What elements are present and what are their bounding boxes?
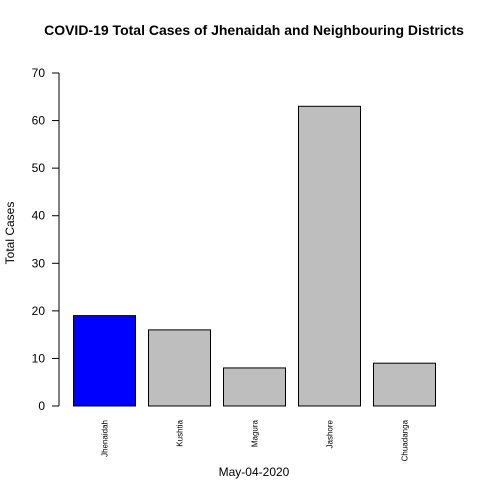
x-tick-label-magura: Magura: [251, 419, 260, 447]
y-tick-label: 0: [38, 399, 45, 413]
y-axis-label: Total Cases: [3, 202, 17, 265]
bar-magura: [224, 368, 286, 406]
x-tick-label-kushtia: Kushtia: [176, 419, 185, 446]
bar-jashore: [299, 106, 361, 406]
y-axis: 0 10 20 30 40 50 60 70: [32, 66, 59, 413]
y-tick-label: 50: [32, 161, 46, 175]
bar-chuadanga: [374, 363, 436, 406]
x-tick-label-chuadanga: Chuadanga: [401, 419, 410, 461]
y-tick-label: 60: [32, 114, 46, 128]
x-tick-labels: Jhenaidah Kushtia Magura Jashore Chuadanga: [101, 419, 410, 461]
x-tick-label-jhenaidah: Jhenaidah: [101, 420, 110, 457]
y-tick-label: 70: [32, 66, 46, 80]
y-tick-label: 40: [32, 209, 46, 223]
bar-jhenaidah: [74, 316, 136, 406]
y-tick-label: 20: [32, 304, 46, 318]
y-tick-label: 10: [32, 351, 46, 365]
x-axis-label: May-04-2020: [219, 465, 290, 479]
chart-title: COVID-19 Total Cases of Jhenaidah and Ne…: [44, 22, 464, 38]
y-tick-label: 30: [32, 256, 46, 270]
bar-kushtia: [149, 330, 211, 406]
x-tick-label-jashore: Jashore: [326, 419, 335, 448]
bars-group: [74, 106, 436, 406]
